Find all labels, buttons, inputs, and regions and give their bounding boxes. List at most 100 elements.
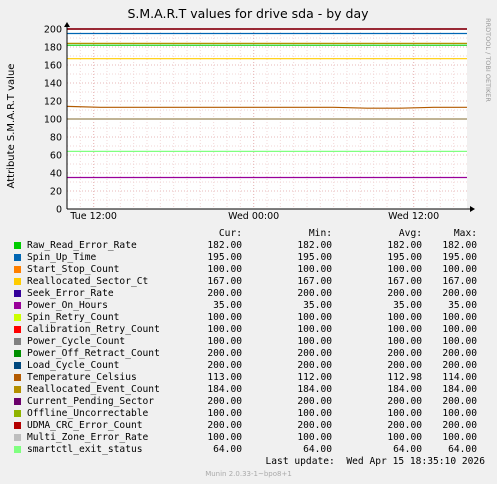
legend-series-name: Current_Pending_Sector (27, 396, 155, 407)
last-update: Last update: Wed Apr 15 18:35:10 2026 (265, 456, 486, 467)
legend-min-value: 112.00 (297, 372, 332, 383)
legend-cur-value: 200.00 (207, 288, 242, 299)
legend-avg-value: 35.00 (393, 300, 422, 311)
legend-swatch (14, 434, 21, 441)
col-cur: Cur: (218, 228, 242, 239)
legend-row: Power_On_Hours 35.00 35.00 35.00 35.00 (0, 300, 497, 312)
legend-row: Temperature_Celsius 113.00 112.00 112.98 114… (0, 372, 497, 384)
legend-cur-value: 100.00 (207, 408, 242, 419)
legend-row: Power_Cycle_Count 100.00 100.00 100.00 100.0… (0, 336, 497, 348)
legend-series-name: Start_Stop_Count (27, 264, 120, 275)
legend-row: Load_Cycle_Count 200.00 200.00 200.00 200.00 (0, 360, 497, 372)
legend-avg-value: 200.00 (387, 420, 422, 431)
y-axis-arrow-icon (64, 22, 70, 27)
legend-row: Reallocated_Event_Count 184.00 184.00 184.0… (0, 384, 497, 396)
legend-row: Raw_Read_Error_Rate 182.00 182.00 182.00 182… (0, 240, 497, 252)
legend-cur-value: 100.00 (207, 432, 242, 443)
legend-row: Current_Pending_Sector 200.00 200.00 200.00… (0, 396, 497, 408)
legend-row: Seek_Error_Rate 200.00 200.00 200.00 200.00 (0, 288, 497, 300)
x-tick-label: Wed 00:00 (228, 211, 279, 222)
legend-max-value: 200.00 (442, 420, 477, 431)
legend-cur-value: 167.00 (207, 276, 242, 287)
legend-cur-value: 35.00 (213, 300, 242, 311)
legend-row: smartctl_exit_status 64.00 64.00 64.00 64.00 (0, 444, 497, 456)
legend-avg-value: 64.00 (393, 444, 422, 455)
legend: Cur: Min: Avg: Max: Raw_Read_Error_Rate 1… (0, 228, 497, 456)
legend-swatch (14, 374, 21, 381)
legend-avg-value: 100.00 (387, 264, 422, 275)
legend-header: Cur: Min: Avg: Max: (0, 228, 497, 240)
legend-min-value: 100.00 (297, 312, 332, 323)
legend-row: Calibration_Retry_Count 100.00 100.00 100.0… (0, 324, 497, 336)
legend-row: Reallocated_Sector_Ct 167.00 167.00 167.00 1… (0, 276, 497, 288)
legend-series-name: Temperature_Celsius (27, 372, 137, 383)
legend-min-value: 200.00 (297, 420, 332, 431)
legend-max-value: 200.00 (442, 348, 477, 359)
legend-cur-value: 182.00 (207, 240, 242, 251)
chart: S.M.A.R.T values for drive sda - by day … (6, 6, 492, 222)
legend-row: Power_Off_Retract_Count 200.00 200.00 200.0… (0, 348, 497, 360)
y-tick-label: 120 (44, 97, 62, 108)
legend-max-value: 100.00 (442, 336, 477, 347)
legend-min-value: 195.00 (297, 252, 332, 263)
x-tick-label: Tue 12:00 (69, 211, 117, 222)
legend-max-value: 200.00 (442, 396, 477, 407)
legend-series-name: Calibration_Retry_Count (27, 324, 160, 335)
legend-avg-value: 112.98 (387, 372, 422, 383)
legend-series-name: Spin_Retry_Count (27, 312, 120, 323)
y-tick-label: 160 (44, 61, 62, 72)
legend-avg-value: 200.00 (387, 360, 422, 371)
legend-cur-value: 100.00 (207, 264, 242, 275)
legend-series-name: Offline_Uncorrectable (27, 408, 149, 419)
legend-swatch (14, 410, 21, 417)
chart-title: S.M.A.R.T values for drive sda - by day (127, 6, 369, 21)
legend-max-value: 100.00 (442, 432, 477, 443)
legend-cur-value: 184.00 (207, 384, 242, 395)
legend-swatch (14, 446, 21, 453)
y-axis-label: Attribute S.M.A.R.T value (6, 64, 17, 189)
legend-cur-value: 100.00 (207, 312, 242, 323)
legend-avg-value: 195.00 (387, 252, 422, 263)
legend-avg-value: 100.00 (387, 312, 422, 323)
legend-swatch (14, 338, 21, 345)
legend-max-value: 100.00 (442, 324, 477, 335)
legend-avg-value: 100.00 (387, 336, 422, 347)
y-tick-label: 20 (50, 187, 62, 198)
y-tick-label: 100 (44, 115, 62, 126)
legend-avg-value: 200.00 (387, 288, 422, 299)
col-min: Min: (308, 228, 332, 239)
legend-series-name: Power_On_Hours (27, 300, 108, 311)
legend-series-name: smartctl_exit_status (27, 444, 143, 455)
legend-series-name: Spin_Up_Time (27, 252, 97, 263)
legend-rows: Raw_Read_Error_Rate 182.00 182.00 182.00 182… (0, 240, 497, 456)
legend-max-value: 195.00 (442, 252, 477, 263)
footer: Munin 2.0.33-1~bpo8+1 (205, 470, 292, 478)
legend-min-value: 100.00 (297, 264, 332, 275)
legend-swatch (14, 398, 21, 405)
rrdtool-watermark: RRDTOOL / TOBI OETIKER (484, 18, 492, 102)
legend-swatch (14, 362, 21, 369)
legend-cur-value: 200.00 (207, 348, 242, 359)
legend-cur-value: 200.00 (207, 396, 242, 407)
legend-series-name: Multi_Zone_Error_Rate (27, 432, 149, 443)
legend-swatch (14, 422, 21, 429)
series-lines (66, 28, 467, 179)
legend-swatch (14, 266, 21, 273)
legend-max-value: 182.00 (442, 240, 477, 251)
legend-cur-value: 200.00 (207, 420, 242, 431)
y-tick-label: 200 (44, 25, 62, 36)
legend-avg-value: 182.00 (387, 240, 422, 251)
col-max: Max: (453, 228, 477, 239)
legend-row: Multi_Zone_Error_Rate 100.00 100.00 100.00 1… (0, 432, 497, 444)
legend-swatch (14, 314, 21, 321)
legend-series-name: Power_Off_Retract_Count (27, 348, 160, 359)
y-tick-label: 140 (44, 79, 62, 90)
legend-min-value: 182.00 (297, 240, 332, 251)
y-tick-label: 180 (44, 43, 62, 54)
legend-cur-value: 200.00 (207, 360, 242, 371)
series-line-temperature-celsius (66, 105, 467, 109)
axes: 0 20 40 60 80 100 120 140 160 180 200 Tue 12:00 Wed … (44, 22, 475, 222)
legend-cur-value: 64.00 (213, 444, 242, 455)
legend-avg-value: 100.00 (387, 408, 422, 419)
legend-min-value: 100.00 (297, 432, 332, 443)
